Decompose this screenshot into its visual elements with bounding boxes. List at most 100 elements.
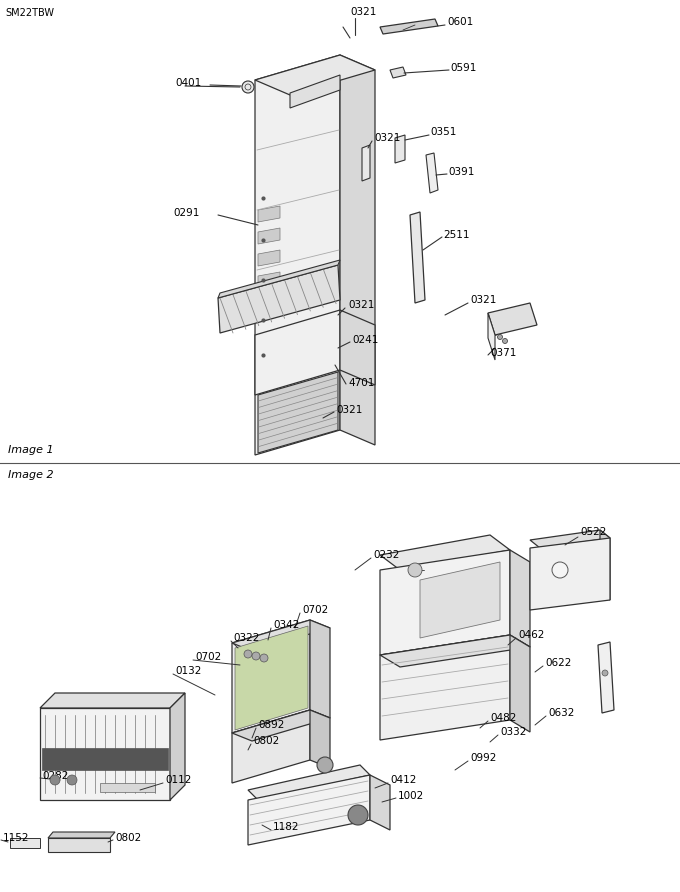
Polygon shape bbox=[340, 310, 375, 385]
Text: 2511: 2511 bbox=[443, 230, 469, 240]
Polygon shape bbox=[258, 272, 280, 288]
Polygon shape bbox=[380, 635, 510, 740]
Text: 0232: 0232 bbox=[373, 550, 399, 560]
Text: 0522: 0522 bbox=[580, 527, 607, 537]
Polygon shape bbox=[235, 626, 308, 730]
Polygon shape bbox=[248, 765, 370, 800]
Polygon shape bbox=[420, 562, 500, 638]
Polygon shape bbox=[510, 550, 530, 647]
Text: 1152: 1152 bbox=[3, 833, 29, 843]
Text: 0401: 0401 bbox=[175, 78, 201, 88]
Text: 4701: 4701 bbox=[348, 378, 375, 388]
Polygon shape bbox=[380, 535, 510, 570]
Polygon shape bbox=[232, 620, 330, 651]
Polygon shape bbox=[258, 294, 280, 310]
Polygon shape bbox=[310, 710, 330, 768]
Polygon shape bbox=[218, 260, 340, 298]
Polygon shape bbox=[42, 748, 168, 770]
Polygon shape bbox=[218, 265, 340, 333]
Polygon shape bbox=[380, 635, 530, 667]
Circle shape bbox=[503, 338, 507, 343]
Text: 0601: 0601 bbox=[447, 17, 473, 27]
Text: 0482: 0482 bbox=[490, 713, 516, 723]
Text: 0321: 0321 bbox=[470, 295, 496, 305]
Text: 0892: 0892 bbox=[258, 720, 284, 730]
Text: 0322: 0322 bbox=[233, 633, 259, 643]
Text: 0132: 0132 bbox=[175, 666, 201, 676]
Text: 0702: 0702 bbox=[302, 605, 328, 615]
Circle shape bbox=[498, 334, 503, 340]
Text: 0321: 0321 bbox=[348, 300, 375, 310]
Text: 0992: 0992 bbox=[470, 753, 496, 763]
Circle shape bbox=[252, 652, 260, 660]
Polygon shape bbox=[290, 75, 340, 108]
Polygon shape bbox=[390, 67, 406, 78]
Polygon shape bbox=[410, 212, 425, 303]
Polygon shape bbox=[426, 153, 438, 193]
Polygon shape bbox=[258, 228, 280, 244]
Polygon shape bbox=[310, 620, 330, 718]
Polygon shape bbox=[40, 708, 170, 800]
Circle shape bbox=[602, 670, 608, 676]
Polygon shape bbox=[258, 250, 280, 266]
Circle shape bbox=[67, 775, 77, 785]
Polygon shape bbox=[255, 55, 375, 95]
Text: 0802: 0802 bbox=[115, 833, 141, 843]
Text: 0802: 0802 bbox=[253, 736, 279, 746]
Polygon shape bbox=[255, 310, 340, 395]
Text: 1182: 1182 bbox=[273, 822, 299, 832]
Text: 0622: 0622 bbox=[545, 658, 571, 668]
Polygon shape bbox=[362, 145, 370, 181]
Polygon shape bbox=[255, 55, 340, 455]
Text: Image 1: Image 1 bbox=[8, 445, 54, 455]
Polygon shape bbox=[380, 19, 438, 34]
Text: 0241: 0241 bbox=[352, 335, 378, 345]
Text: 0282: 0282 bbox=[42, 771, 69, 781]
Circle shape bbox=[492, 331, 498, 335]
Text: 1002: 1002 bbox=[398, 791, 424, 801]
Text: 0321: 0321 bbox=[374, 133, 401, 143]
Text: 0291: 0291 bbox=[173, 208, 199, 218]
Text: 0632: 0632 bbox=[548, 708, 575, 718]
Polygon shape bbox=[488, 303, 537, 335]
Polygon shape bbox=[232, 710, 330, 741]
Polygon shape bbox=[170, 693, 185, 800]
Polygon shape bbox=[488, 313, 495, 360]
Text: 0591: 0591 bbox=[450, 63, 477, 73]
Polygon shape bbox=[395, 135, 405, 163]
Text: 0332: 0332 bbox=[500, 727, 526, 737]
Text: 0702: 0702 bbox=[195, 652, 221, 662]
Polygon shape bbox=[530, 538, 610, 610]
Polygon shape bbox=[232, 620, 310, 733]
Circle shape bbox=[260, 654, 268, 662]
Polygon shape bbox=[598, 642, 614, 713]
Circle shape bbox=[317, 757, 333, 773]
Polygon shape bbox=[232, 710, 310, 783]
Text: SM22TBW: SM22TBW bbox=[5, 8, 54, 18]
Polygon shape bbox=[48, 838, 110, 852]
Text: 0112: 0112 bbox=[165, 775, 191, 785]
Text: 0321: 0321 bbox=[336, 405, 362, 415]
Circle shape bbox=[50, 775, 60, 785]
Text: 0351: 0351 bbox=[430, 127, 456, 137]
Polygon shape bbox=[258, 372, 338, 453]
Text: 0342: 0342 bbox=[273, 620, 299, 630]
Polygon shape bbox=[370, 775, 390, 830]
Circle shape bbox=[242, 81, 254, 93]
Text: 0462: 0462 bbox=[518, 630, 545, 640]
Polygon shape bbox=[48, 832, 115, 838]
Polygon shape bbox=[380, 550, 510, 655]
Polygon shape bbox=[258, 206, 280, 222]
Polygon shape bbox=[10, 838, 40, 848]
Polygon shape bbox=[530, 530, 610, 548]
Text: 0412: 0412 bbox=[390, 775, 416, 785]
Polygon shape bbox=[600, 530, 610, 600]
Circle shape bbox=[408, 563, 422, 577]
Polygon shape bbox=[40, 693, 185, 708]
Circle shape bbox=[552, 562, 568, 578]
Polygon shape bbox=[340, 55, 375, 445]
Text: 0391: 0391 bbox=[448, 167, 475, 177]
Polygon shape bbox=[100, 783, 155, 792]
Circle shape bbox=[348, 805, 368, 825]
Circle shape bbox=[244, 650, 252, 658]
